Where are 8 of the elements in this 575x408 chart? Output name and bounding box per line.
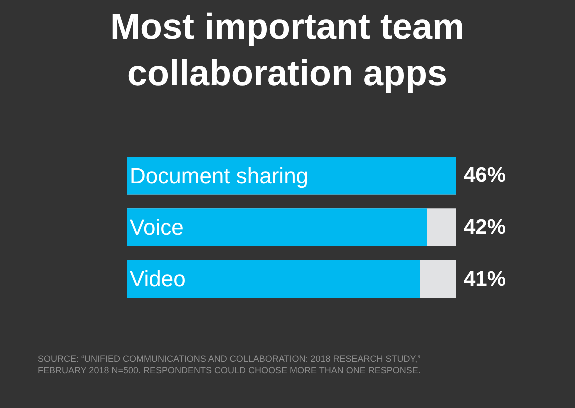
data-label: 46% [464,164,506,187]
y-tick-label: Document sharing [130,163,309,188]
source-note: SOURCE: “UNIFIED COMMUNICATIONS AND COLLABORATION: 2018 RESEARCH STUDY,” FEBRUARY 2018 N=500. RESPONDENTS COULD CHOOSE MORE THAN ONE RESPONSE. [38,354,421,376]
y-tick-label: Video [130,266,186,292]
data-label: 41% [464,268,506,291]
data-label: 42% [464,216,506,239]
chart-title: Most important team collaboration apps [110,6,465,94]
y-tick-label: Voice [130,215,184,240]
